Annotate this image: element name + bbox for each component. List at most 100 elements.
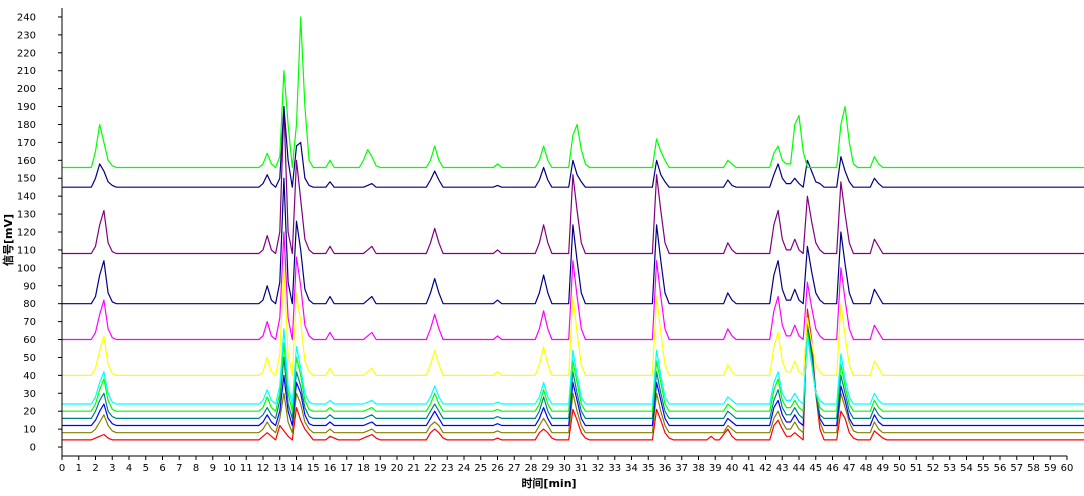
x-tick-label: 2 — [92, 463, 98, 474]
x-tick-label: 37 — [675, 463, 688, 474]
x-tick-label: 27 — [508, 463, 521, 474]
x-tick-label: 3 — [109, 463, 115, 474]
x-tick-label: 25 — [474, 463, 487, 474]
x-ticks: 0 1 2 3 4 5 6 7 8 9 10 11 12 13 14 15 16 17 18 19 20 21 22 23 24… — [59, 456, 1074, 474]
x-tick-label: 18 — [357, 463, 370, 474]
series-line-3 — [62, 321, 1084, 427]
x-tick-label: 17 — [340, 463, 353, 474]
y-tick-label: 70 — [23, 317, 36, 328]
x-tick-label: 39 — [709, 463, 722, 474]
y-tick-label: 10 — [23, 425, 36, 436]
x-tick-label: 60 — [1061, 463, 1074, 474]
x-tick-label: 10 — [223, 463, 236, 474]
series-line-8 — [62, 231, 1084, 341]
y-tick-label: 190 — [17, 102, 36, 113]
x-tick-label: 11 — [240, 463, 253, 474]
x-tick-label: 31 — [575, 463, 588, 474]
y-tick-label: 120 — [17, 228, 36, 239]
x-tick-label: 49 — [876, 463, 889, 474]
x-axis-title: 时间[min] — [521, 476, 576, 490]
x-tick-label: 51 — [910, 463, 923, 474]
y-tick-label: 50 — [23, 353, 36, 364]
x-tick-label: 43 — [776, 463, 789, 474]
axes-group: 0 1 2 3 4 5 6 7 8 9 10 11 12 13 14 15 16 17 18 19 20 21 22 23 24… — [17, 8, 1073, 474]
x-tick-label: 15 — [307, 463, 320, 474]
x-tick-label: 52 — [927, 463, 940, 474]
y-tick-label: 170 — [17, 138, 36, 149]
x-tick-label: 8 — [193, 463, 199, 474]
y-tick-label: 200 — [17, 84, 36, 95]
y-axis-title: 信号[mV] — [1, 214, 15, 266]
x-tick-label: 53 — [943, 463, 956, 474]
x-tick-label: 57 — [1010, 463, 1023, 474]
x-tick-label: 42 — [759, 463, 772, 474]
x-tick-label: 54 — [960, 463, 973, 474]
x-tick-label: 26 — [491, 463, 504, 474]
series-line-5 — [62, 331, 1084, 412]
x-tick-label: 30 — [558, 463, 571, 474]
x-tick-label: 24 — [458, 463, 471, 474]
x-tick-label: 48 — [860, 463, 873, 474]
y-ticks: 0 10 20 30 40 50 60 70 80 90 100 110 120 130 140 150 160… — [17, 12, 62, 454]
y-tick-label: 180 — [17, 120, 36, 131]
x-tick-label: 0 — [59, 463, 65, 474]
x-tick-label: 29 — [541, 463, 554, 474]
x-tick-label: 4 — [126, 463, 132, 474]
x-tick-label: 23 — [441, 463, 454, 474]
series-line-1 — [62, 308, 1084, 441]
x-tick-label: 6 — [159, 463, 165, 474]
series-line-7 — [62, 267, 1084, 376]
x-tick-label: 21 — [407, 463, 420, 474]
y-tick-label: 30 — [23, 389, 36, 400]
x-tick-label: 44 — [793, 463, 806, 474]
x-tick-label: 32 — [592, 463, 605, 474]
y-tick-label: 100 — [17, 263, 36, 274]
y-tick-label: 130 — [17, 210, 36, 221]
x-tick-label: 14 — [290, 463, 303, 474]
x-tick-label: 16 — [324, 463, 337, 474]
y-tick-label: 0 — [30, 443, 36, 454]
x-tick-label: 41 — [742, 463, 755, 474]
x-tick-label: 28 — [525, 463, 538, 474]
x-tick-label: 46 — [826, 463, 839, 474]
x-tick-label: 33 — [608, 463, 621, 474]
x-tick-label: 56 — [994, 463, 1007, 474]
x-tick-label: 50 — [893, 463, 906, 474]
y-tick-label: 230 — [17, 30, 36, 41]
x-tick-label: 13 — [273, 463, 286, 474]
y-tick-label: 240 — [17, 12, 36, 23]
x-tick-label: 1 — [76, 463, 82, 474]
series-line-9 — [62, 177, 1084, 305]
series-line-11 — [62, 105, 1084, 188]
x-tick-label: 36 — [659, 463, 672, 474]
x-tick-label: 9 — [210, 463, 216, 474]
x-tick-label: 5 — [143, 463, 149, 474]
series-line-4 — [62, 324, 1084, 419]
y-tick-label: 160 — [17, 156, 36, 167]
x-tick-label: 12 — [257, 463, 270, 474]
y-tick-label: 210 — [17, 66, 36, 77]
x-tick-label: 58 — [1027, 463, 1040, 474]
x-tick-label: 7 — [176, 463, 182, 474]
series-line-6 — [62, 328, 1084, 405]
y-tick-label: 80 — [23, 299, 36, 310]
y-tick-label: 60 — [23, 335, 36, 346]
y-tick-label: 140 — [17, 192, 36, 203]
y-tick-label: 150 — [17, 174, 36, 185]
series-line-2 — [62, 313, 1084, 434]
y-tick-label: 110 — [17, 245, 36, 256]
y-tick-label: 90 — [23, 281, 36, 292]
y-tick-label: 40 — [23, 371, 36, 382]
x-tick-label: 20 — [391, 463, 404, 474]
x-tick-label: 40 — [726, 463, 739, 474]
x-tick-label: 22 — [424, 463, 437, 474]
x-tick-label: 19 — [374, 463, 387, 474]
y-tick-label: 20 — [23, 407, 36, 418]
x-tick-label: 55 — [977, 463, 990, 474]
series-line-12 — [62, 16, 1084, 169]
x-tick-label: 59 — [1044, 463, 1057, 474]
y-tick-label: 220 — [17, 48, 36, 59]
series-line-10 — [62, 105, 1084, 255]
